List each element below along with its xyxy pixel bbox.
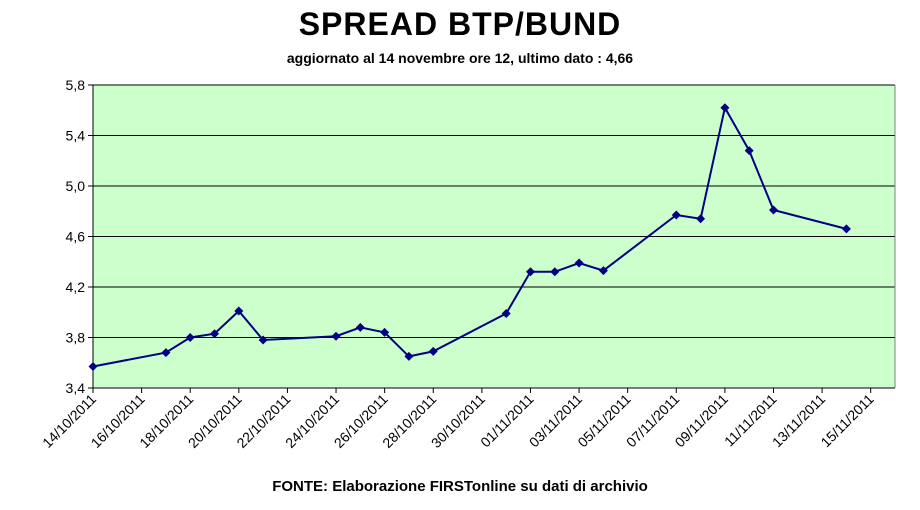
y-tick-label: 3,8 xyxy=(66,330,86,346)
x-tick-label: 15/11/2011 xyxy=(817,391,877,451)
y-tick-label: 5,8 xyxy=(66,77,86,93)
y-tick-label: 4,6 xyxy=(66,229,86,245)
grid-lines xyxy=(93,84,895,338)
x-axis-ticks: 14/10/201116/10/201118/10/201120/10/2011… xyxy=(39,388,877,451)
data-point-marker xyxy=(404,351,414,361)
data-point-marker xyxy=(696,214,706,224)
y-axis-ticks: 3,4 3,8 4,2 4,6 5,0 5,4 5,8 xyxy=(66,77,93,396)
data-point-marker xyxy=(234,306,244,316)
data-point-marker xyxy=(526,267,535,277)
chart-source-note: FONTE: Elaborazione FIRSTonline su dati … xyxy=(272,478,648,495)
data-point-marker xyxy=(744,146,754,156)
data-point-marker xyxy=(598,266,608,276)
data-point-marker xyxy=(841,224,851,234)
data-point-marker xyxy=(501,309,511,318)
series-line xyxy=(92,104,847,368)
y-tick-label: 4,2 xyxy=(66,279,86,295)
chart-title: SPREAD BTP/BUND xyxy=(298,6,622,42)
y-tick-label: 3,4 xyxy=(66,380,86,396)
y-tick-label: 5,0 xyxy=(66,178,86,194)
data-point-marker xyxy=(550,267,560,277)
data-point-marker xyxy=(161,348,171,358)
data-point-marker xyxy=(185,333,195,342)
data-point-marker xyxy=(380,327,390,337)
y-tick-label: 5,4 xyxy=(66,128,86,144)
data-point-marker xyxy=(88,362,98,371)
data-point-marker xyxy=(720,103,730,113)
chart-subtitle: aggiornato al 14 novembre ore 12, ultimo… xyxy=(286,50,634,66)
data-point-marker xyxy=(331,331,341,341)
data-point-marker xyxy=(574,258,584,268)
data-point-marker xyxy=(210,329,219,339)
data-point-marker xyxy=(428,346,438,356)
x-tick-label: 09/11/2011 xyxy=(672,391,732,451)
data-point-marker xyxy=(769,205,778,215)
data-point-marker xyxy=(355,322,365,332)
data-point-marker xyxy=(258,335,268,345)
series-layer xyxy=(88,103,851,371)
data-point-marker xyxy=(671,210,681,220)
